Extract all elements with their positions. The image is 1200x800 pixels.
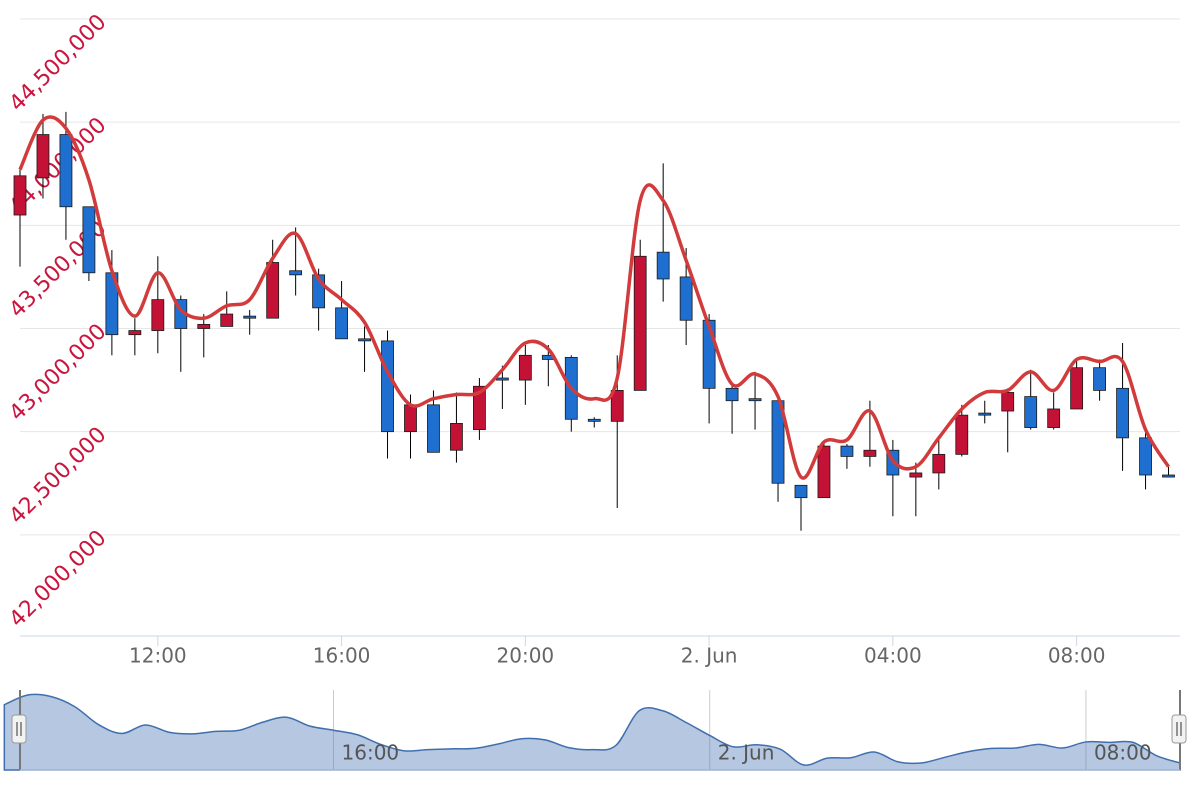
candle-body [518,354,532,381]
candle-body [978,412,992,416]
x-tick-label: 16:00 [313,644,371,668]
candle-body [1139,437,1152,476]
candle-body [656,251,670,280]
x-tick-label: 2. Jun [681,644,738,668]
candle-body [128,330,142,336]
y-tick-label: 42,000,000 [5,526,112,633]
candle-body [679,276,693,321]
navigator-area [3,693,1181,771]
candle-body [358,338,371,342]
candle-body [36,134,50,179]
smoothed-line [18,115,1170,480]
candle-body [381,340,394,433]
candle-body [1001,392,1015,412]
candle-body [1024,396,1038,428]
candle-body [450,423,463,451]
candle-body [1116,387,1129,439]
candle-body [909,472,923,478]
x-tick-label: 04:00 [864,644,922,668]
candle-body [633,255,647,391]
y-tick-label: 44,500,000 [5,10,112,117]
candle-body [473,385,486,431]
candle-body [840,445,854,457]
candle-body [817,445,831,499]
candle-body [220,313,234,327]
x-tick-label: 20:00 [497,644,555,668]
y-tick-label: 42,500,000 [5,422,112,529]
candle-body [1047,408,1061,428]
candle-body [495,377,509,381]
candle-body [863,449,877,457]
candle-body [932,453,946,474]
candle-body [197,323,211,329]
candle-body [13,175,27,216]
navigator-handle[interactable] [1171,714,1187,744]
candle-body [243,315,257,319]
candle-body [266,262,280,319]
candle-body [335,307,348,340]
candle-body [1162,474,1175,478]
candle-body [725,387,739,402]
y-tick-label: 43,500,000 [5,216,112,323]
x-tick-label: 08:00 [1048,644,1106,668]
candle-body [794,484,808,499]
candle-body [82,206,96,274]
candle-body [1093,367,1107,391]
candle-body [404,404,417,433]
candle-body [151,299,165,331]
candle-body [289,270,303,276]
candle-body [955,414,969,455]
candle-body [59,134,73,208]
y-tick-label: 43,000,000 [5,319,112,426]
candle-body [1070,367,1084,410]
candle-body [748,398,762,402]
navigator-handle[interactable] [11,714,27,744]
navigator-tick-label: 08:00 [1094,741,1152,765]
candle-body [610,389,624,422]
candle-body [427,404,440,453]
candle-body [587,418,601,422]
navigator-tick-label: 2. Jun [718,741,775,765]
x-tick-label: 12:00 [129,644,187,668]
navigator-tick-label: 16:00 [342,741,400,765]
